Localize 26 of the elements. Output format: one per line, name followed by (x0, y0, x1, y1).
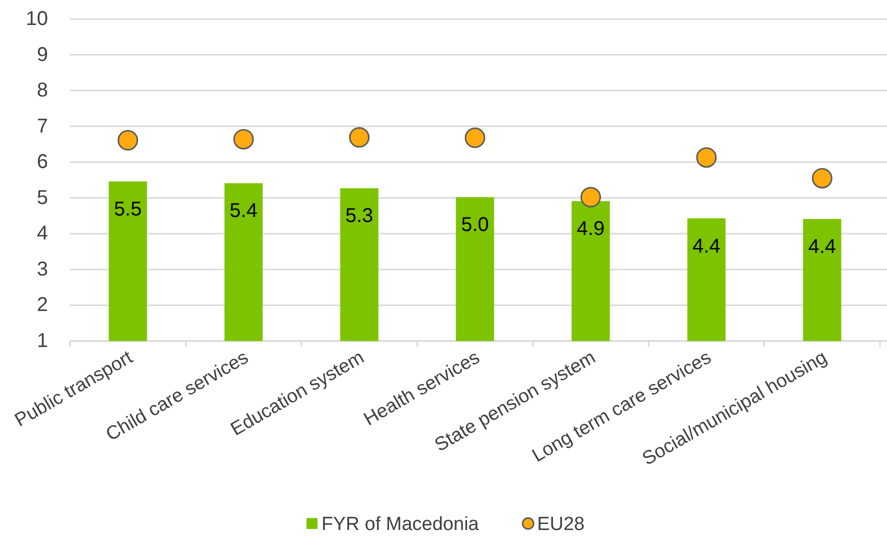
y-tick-label: 8 (36, 80, 48, 102)
point (118, 130, 138, 151)
y-tick-label: 5 (36, 186, 48, 209)
point (233, 128, 254, 150)
y-tick-label: 3 (36, 258, 48, 280)
point (464, 128, 486, 148)
y-tick-label: 6 (36, 151, 48, 174)
legend-label: FYR of Macedonia (322, 514, 480, 535)
data-label: 5.4 (230, 200, 258, 222)
y-tick-label: 9 (36, 44, 48, 66)
y-tick-label: 4 (36, 222, 48, 245)
data-label: 4.4 (808, 236, 836, 258)
y-tick-label: 2 (36, 294, 48, 316)
legend-label: EU28 (537, 514, 585, 535)
point (812, 168, 832, 188)
data-label: 5.3 (345, 205, 374, 228)
point (696, 147, 717, 168)
y-tick-label: 1 (36, 330, 48, 352)
y-tick-label: 10 (26, 8, 48, 30)
data-label: 5.5 (114, 198, 142, 220)
point (349, 127, 370, 148)
data-label: 5.0 (461, 214, 489, 236)
data-label: 4.4 (692, 235, 720, 258)
y-tick-label: 7 (36, 115, 48, 138)
data-label: 4.9 (576, 218, 605, 240)
point (580, 186, 601, 208)
